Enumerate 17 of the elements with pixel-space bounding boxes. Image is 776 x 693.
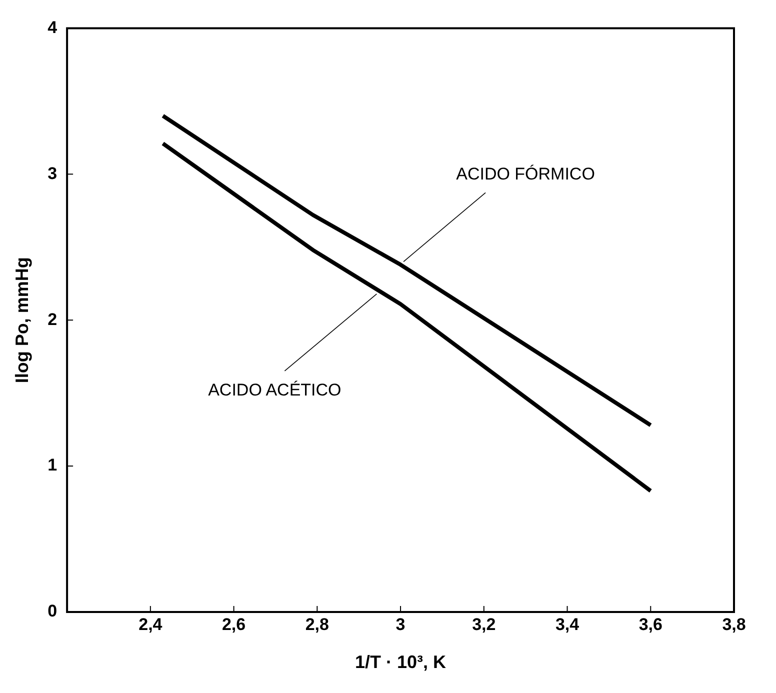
x-tick-label: 3 (396, 614, 406, 634)
y-axis-title: Ilog Po, mmHg (12, 257, 32, 384)
x-tick-label: 2,4 (138, 614, 163, 634)
y-tick-label: 1 (48, 456, 58, 475)
x-tick-label: 3,2 (472, 614, 496, 634)
y-tick-label: 2 (48, 310, 58, 329)
annotation: ACIDO FÓRMICO (456, 164, 595, 184)
x-tick-label: 3,8 (722, 614, 746, 634)
x-tick-label: 2,8 (305, 614, 329, 634)
y-tick-label: 0 (48, 602, 58, 621)
x-tick-label: 3,4 (555, 614, 580, 634)
x-tick-label: 2,6 (222, 614, 246, 634)
x-axis-title: 1/T · 10³, K (355, 652, 446, 672)
y-tick-label: 3 (48, 164, 58, 183)
y-tick-label: 4 (48, 18, 58, 37)
annotation: ACIDO ACÉTICO (208, 380, 342, 400)
x-tick-label: 3,6 (638, 614, 662, 634)
